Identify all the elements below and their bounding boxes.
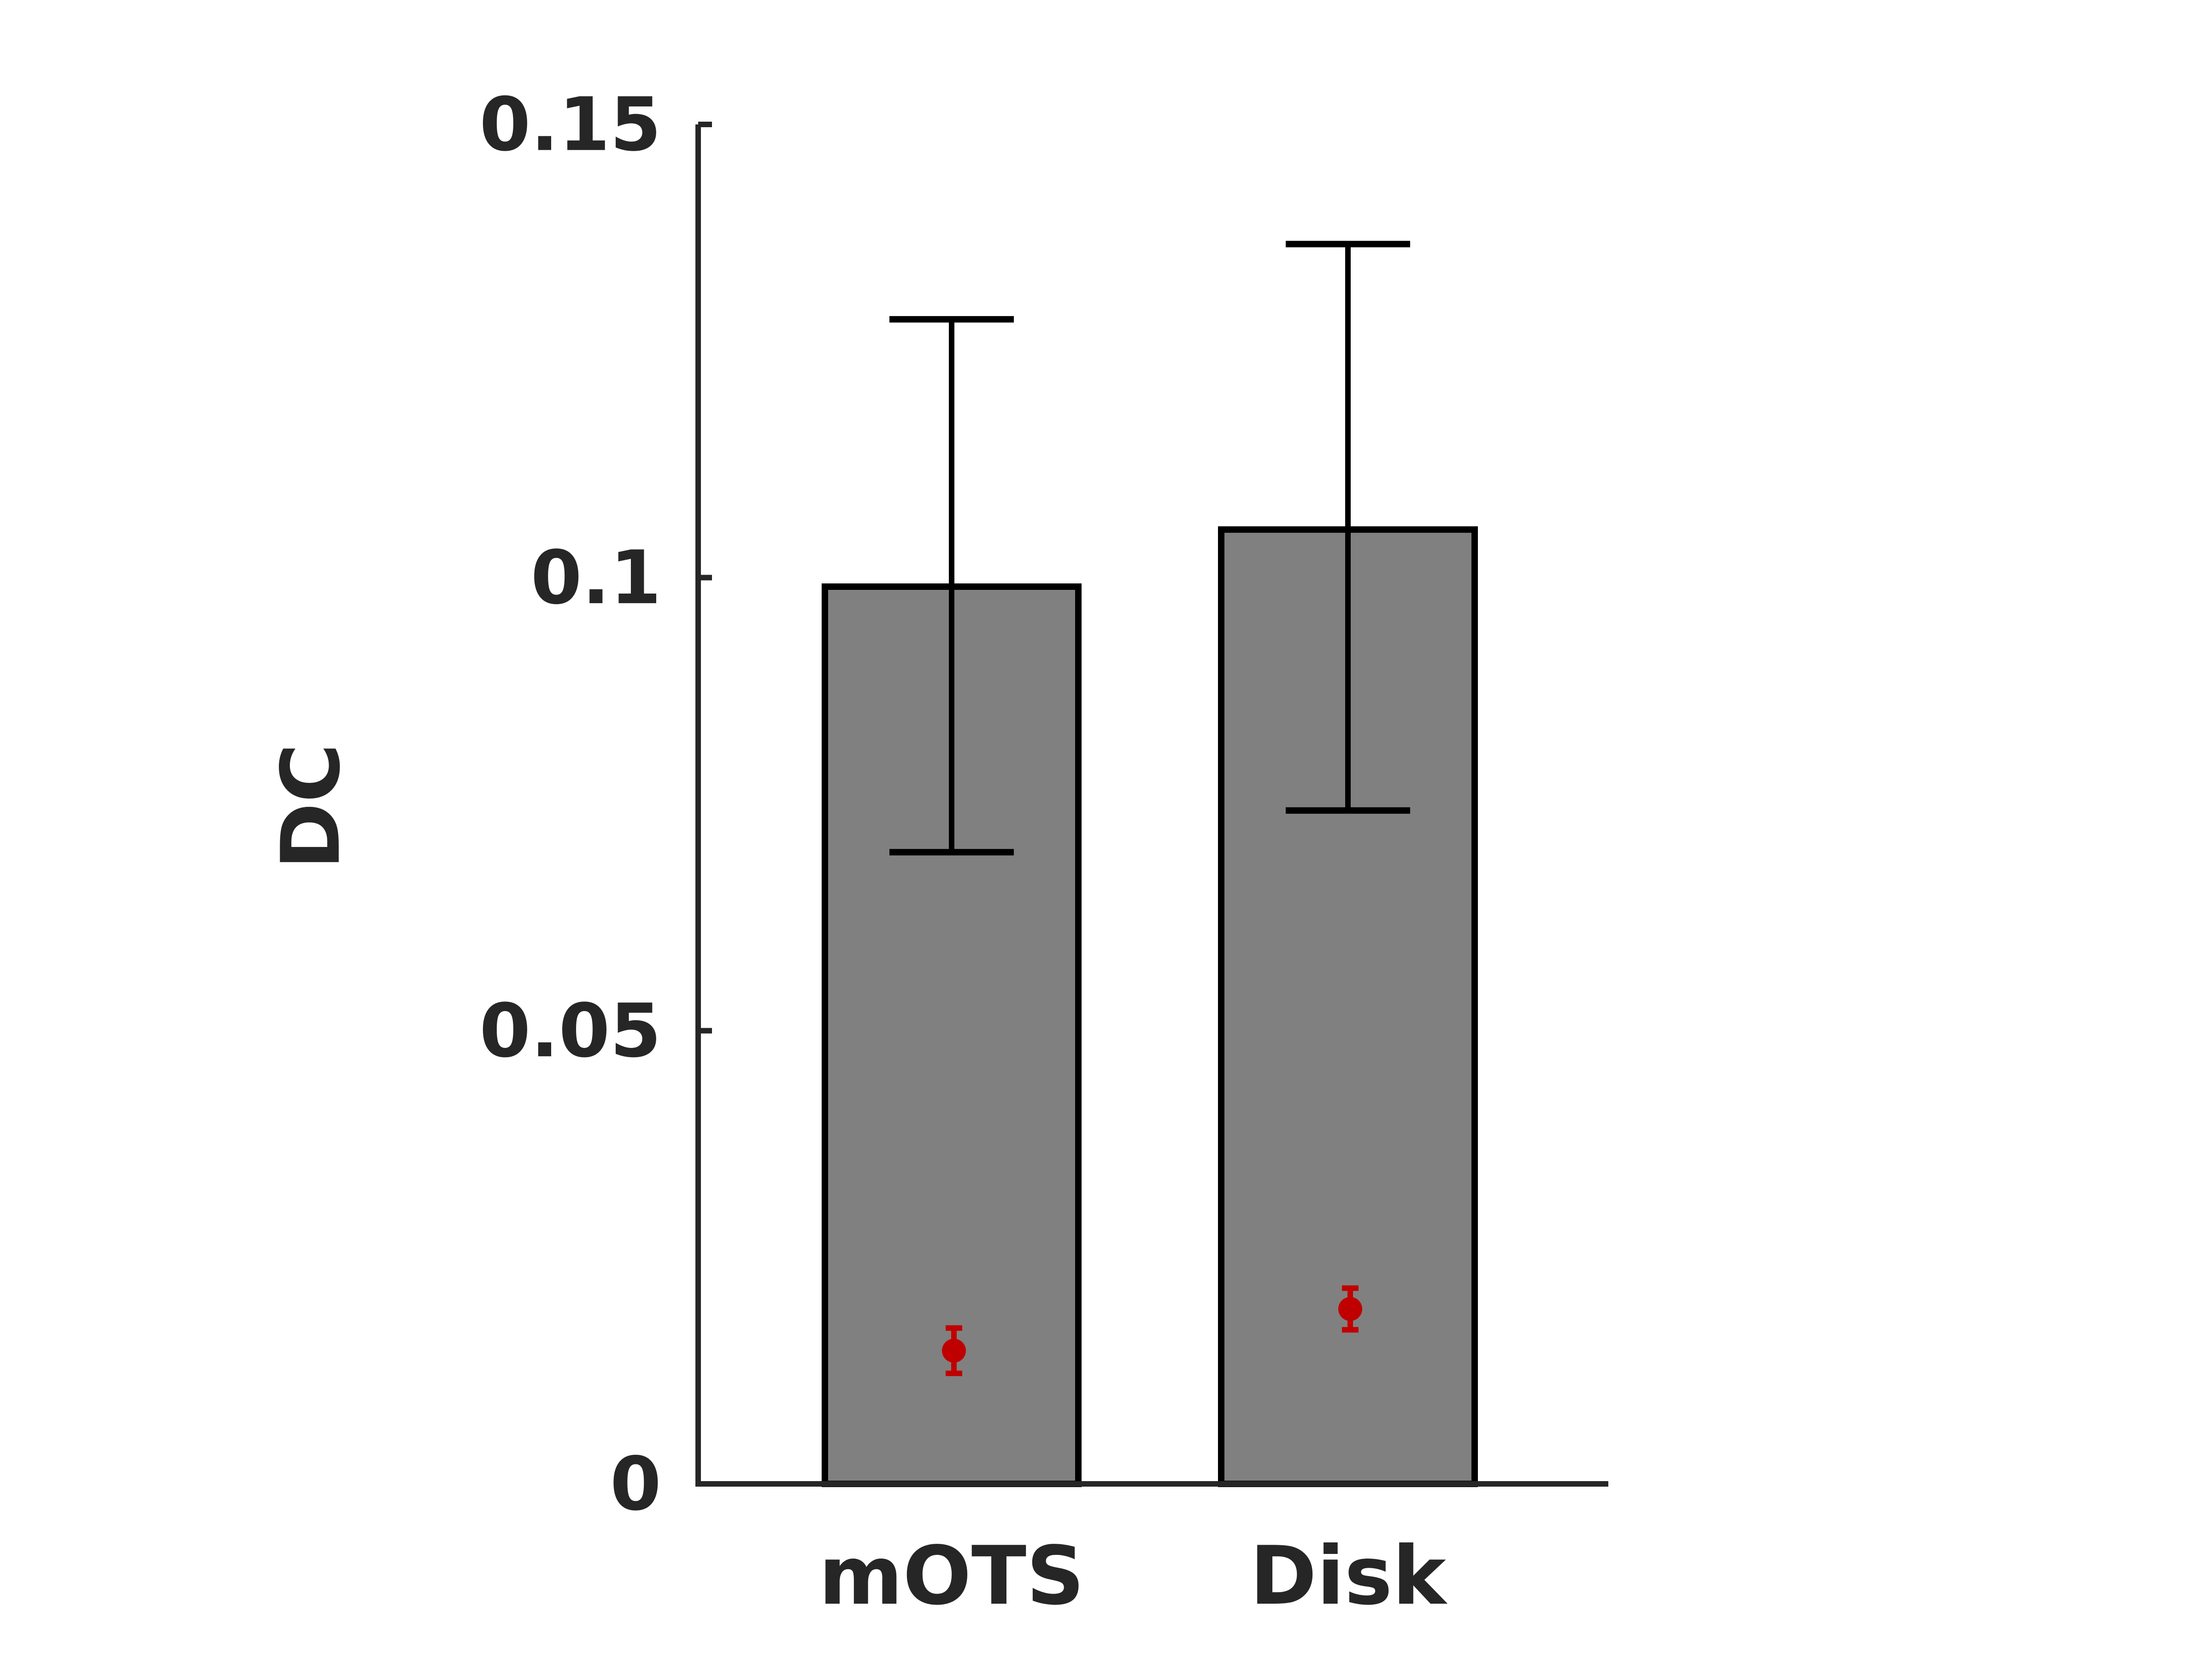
x-tick-label-disk: Disk <box>1250 1530 1447 1623</box>
x-tick-label-mots: mOTS <box>819 1530 1085 1623</box>
y-ticks: 0 0.05 0.1 0.15 <box>479 82 712 1527</box>
axes <box>695 124 1608 1487</box>
null-markers-layer <box>942 1285 1362 1377</box>
bars-layer <box>822 526 1478 1487</box>
error-bars-layer <box>889 241 1410 856</box>
null-marker-disk <box>1338 1285 1362 1333</box>
y-tick-label: 0.15 <box>479 82 661 168</box>
null-marker-point <box>1338 1297 1362 1321</box>
y-tick-label: 0.1 <box>531 535 661 621</box>
y-tick-label: 0.05 <box>479 988 661 1074</box>
y-axis-label: DC <box>265 743 358 870</box>
y-tick-label: 0 <box>610 1441 661 1527</box>
error-bar-mots <box>889 316 1014 856</box>
x-tick-labels: mOTS Disk <box>819 1530 1448 1623</box>
null-marker-mots <box>942 1325 966 1377</box>
null-marker-point <box>942 1338 966 1363</box>
error-bar-disk <box>1286 241 1410 814</box>
